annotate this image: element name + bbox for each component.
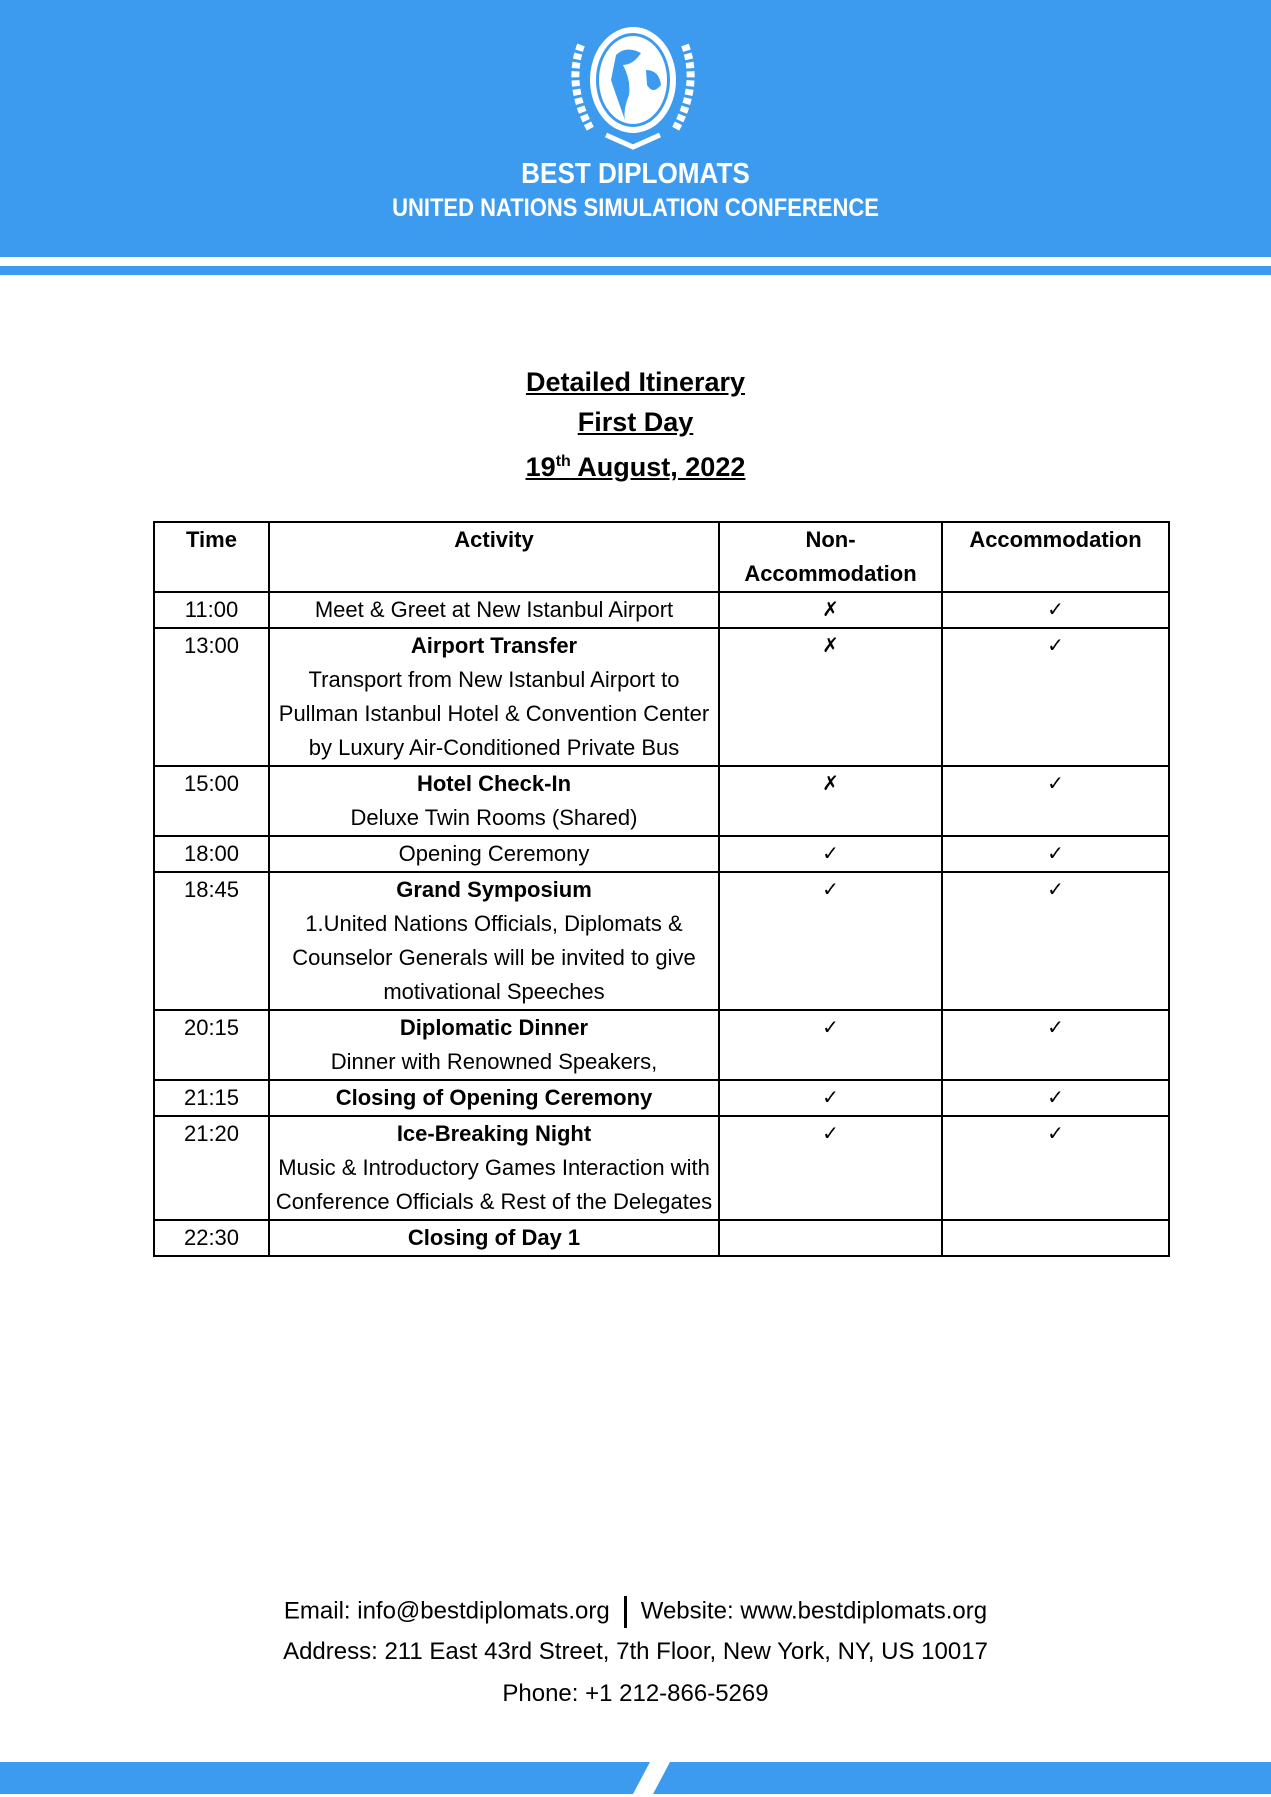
activity-cell: Hotel Check-In Deluxe Twin Rooms (Shared) xyxy=(268,765,720,837)
col-non-accommodation: Non-Accommodation xyxy=(718,521,943,593)
day-title: First Day xyxy=(577,407,694,437)
time-cell: 15:00 xyxy=(153,765,270,837)
activity-description: 1.United Nations Officials, Diplomats & … xyxy=(292,911,696,1004)
un-globe-wreath-logo xyxy=(571,27,695,150)
accommodation-mark: ✓ xyxy=(941,835,1170,873)
non-accommodation-mark: ✓ xyxy=(718,871,943,1011)
time-cell: 21:15 xyxy=(153,1079,270,1117)
activity-description: Transport from New Istanbul Airport to P… xyxy=(278,667,710,760)
table-row: 22:30 Closing of Day 1 xyxy=(153,1219,1170,1257)
table-row: 18:00 Opening Ceremony ✓ ✓ xyxy=(153,835,1170,873)
footer-phone: Phone: +1 212-866-5269 xyxy=(502,1680,769,1707)
activity-title: Closing of Day 1 xyxy=(407,1225,581,1250)
footer-email: Email: info@bestdiplomats.org xyxy=(283,1597,610,1625)
activity-title: Diplomatic Dinner xyxy=(399,1015,589,1040)
time-cell: 22:30 xyxy=(153,1219,270,1257)
time-cell: 21:20 xyxy=(153,1115,270,1221)
non-accommodation-mark: ✓ xyxy=(718,835,943,873)
time-cell: 13:00 xyxy=(153,627,270,767)
non-accommodation-mark: ✗ xyxy=(718,591,943,629)
table-header-row: Time Activity Non-Accommodation Accommod… xyxy=(153,521,1170,593)
activity-description: Deluxe Twin Rooms (Shared) xyxy=(350,805,638,830)
activity-description: Meet & Greet at New Istanbul Airport xyxy=(314,597,674,622)
table-row: 15:00 Hotel Check-In Deluxe Twin Rooms (Sh… xyxy=(153,765,1170,837)
activity-title: Airport Transfer xyxy=(410,633,578,658)
accommodation-mark: ✓ xyxy=(941,591,1170,629)
non-accommodation-mark: ✗ xyxy=(718,765,943,837)
footer-contact-line: Email: info@bestdiplomats.org Website: ww… xyxy=(0,1596,1271,1628)
table-row: 20:15 Diplomatic Dinner Dinner with Renown… xyxy=(153,1009,1170,1081)
activity-cell: Diplomatic Dinner Dinner with Renowned Sp… xyxy=(268,1009,720,1081)
time-cell: 20:15 xyxy=(153,1009,270,1081)
activity-cell: Airport Transfer Transport from New Istan… xyxy=(268,627,720,767)
time-cell: 18:00 xyxy=(153,835,270,873)
footer-website: Website: www.bestdiplomats.org xyxy=(640,1597,988,1625)
col-time: Time xyxy=(153,521,270,593)
table-row: 21:20 Ice-Breaking Night Music & Introduct… xyxy=(153,1115,1170,1221)
brand-name: BEST DIPLOMATS xyxy=(521,158,750,190)
non-accommodation-mark: ✓ xyxy=(718,1115,943,1221)
activity-cell: Meet & Greet at New Istanbul Airport xyxy=(268,591,720,629)
activity-cell: Closing of Opening Ceremony xyxy=(268,1079,720,1117)
activity-cell: Grand Symposium 1.United Nations Official… xyxy=(268,871,720,1011)
activity-title: Hotel Check-In xyxy=(416,771,572,796)
activity-title: Closing of Opening Ceremony xyxy=(335,1085,653,1110)
activity-cell: Ice-Breaking Night Music & Introductory G… xyxy=(268,1115,720,1221)
activity-description: Music & Introductory Games Interaction w… xyxy=(275,1155,713,1214)
header-stripe xyxy=(0,266,1271,275)
col-activity: Activity xyxy=(268,521,720,593)
footer-address: Address: 211 East 43rd Street, 7th Floor… xyxy=(283,1638,988,1665)
accommodation-mark: ✓ xyxy=(941,871,1170,1011)
accommodation-mark: ✓ xyxy=(941,1115,1170,1221)
table-row: 18:45 Grand Symposium 1.United Nations Off… xyxy=(153,871,1170,1011)
doc-title: Detailed Itinerary xyxy=(525,367,746,397)
accommodation-mark: ✓ xyxy=(941,1009,1170,1081)
activity-description: Opening Ceremony xyxy=(398,841,590,866)
divider xyxy=(623,1596,627,1628)
activity-title: Ice-Breaking Night xyxy=(396,1121,592,1146)
accommodation-mark: ✓ xyxy=(941,765,1170,837)
table-row: 13:00 Airport Transfer Transport from New … xyxy=(153,627,1170,767)
document-titles: Detailed Itinerary First Day 19th August… xyxy=(0,362,1271,487)
accommodation-mark xyxy=(941,1219,1170,1257)
brand-subtitle: UNITED NATIONS SIMULATION CONFERENCE xyxy=(392,194,879,222)
non-accommodation-mark: ✓ xyxy=(718,1009,943,1081)
accommodation-mark: ✓ xyxy=(941,627,1170,767)
activity-cell: Closing of Day 1 xyxy=(268,1219,720,1257)
activity-cell: Opening Ceremony xyxy=(268,835,720,873)
activity-description: Dinner with Renowned Speakers, xyxy=(330,1049,658,1074)
table-row: 21:15 Closing of Opening Ceremony ✓ ✓ xyxy=(153,1079,1170,1117)
time-cell: 18:45 xyxy=(153,871,270,1011)
activity-title: Grand Symposium xyxy=(396,877,592,902)
col-accommodation: Accommodation xyxy=(941,521,1170,593)
table-row: 11:00 Meet & Greet at New Istanbul Airpor… xyxy=(153,591,1170,629)
accommodation-mark: ✓ xyxy=(941,1079,1170,1117)
non-accommodation-mark: ✓ xyxy=(718,1079,943,1117)
footer-banner xyxy=(0,1762,1271,1794)
non-accommodation-mark: ✗ xyxy=(718,627,943,767)
non-accommodation-mark xyxy=(718,1219,943,1257)
date-title: 19th August, 2022 xyxy=(525,452,746,482)
itinerary-table: Time Activity Non-Accommodation Accommod… xyxy=(153,521,1170,1257)
time-cell: 11:00 xyxy=(153,591,270,629)
